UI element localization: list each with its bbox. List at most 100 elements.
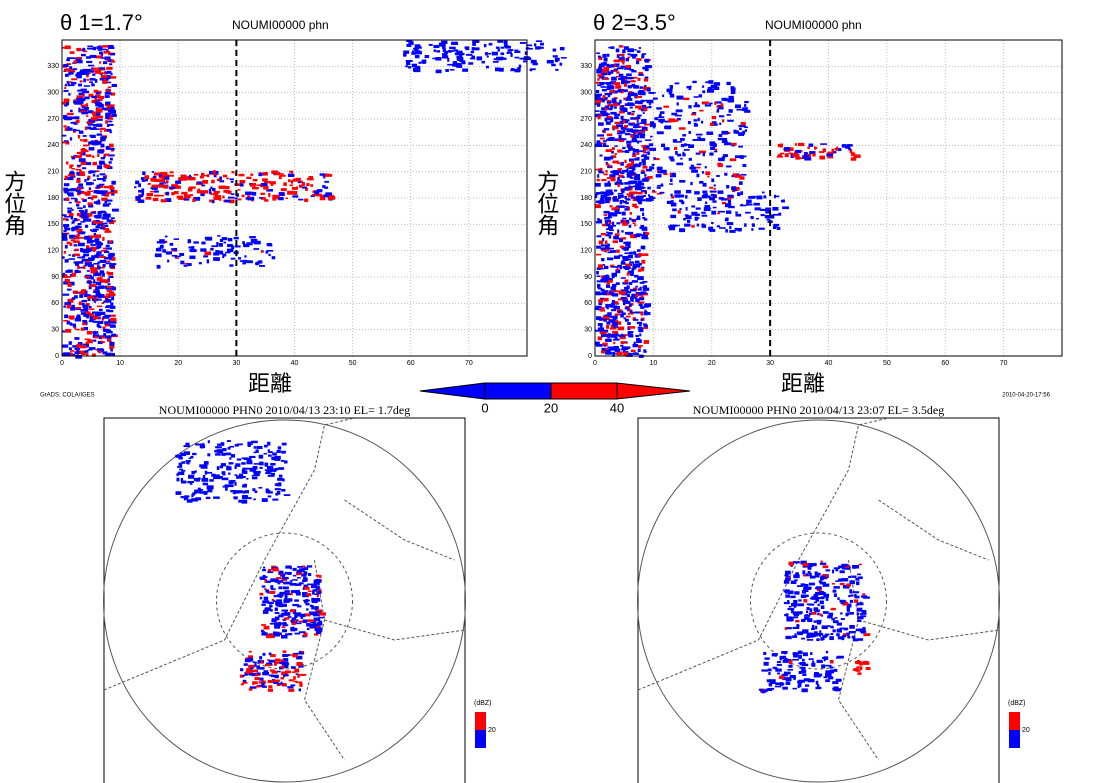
echo — [90, 235, 95, 237]
echo — [107, 286, 111, 288]
echo — [604, 173, 608, 175]
echo — [275, 488, 281, 490]
echo — [722, 119, 724, 122]
echo — [180, 261, 184, 265]
echo — [311, 585, 317, 588]
echo — [802, 659, 805, 662]
echo — [313, 614, 320, 617]
echo — [281, 682, 283, 684]
echo — [631, 197, 636, 199]
echo — [838, 566, 845, 569]
echo — [703, 193, 708, 197]
echo — [614, 190, 617, 192]
echo — [650, 197, 655, 199]
echo — [621, 60, 625, 63]
echo — [624, 287, 630, 289]
echo — [658, 171, 661, 173]
echo — [234, 491, 240, 494]
echo — [799, 651, 802, 653]
echo — [85, 225, 88, 228]
echo — [630, 54, 637, 57]
echo — [86, 154, 92, 157]
echo — [436, 70, 442, 74]
x-axis-label: 距離 — [248, 371, 292, 396]
echo — [276, 577, 281, 579]
echo — [201, 173, 204, 176]
echo — [685, 215, 691, 219]
echo — [278, 614, 283, 617]
legend-tick: 20 — [488, 727, 496, 734]
echo — [596, 254, 601, 256]
echo — [256, 665, 260, 669]
echo — [64, 87, 66, 89]
echo — [862, 610, 867, 614]
echo — [81, 231, 86, 233]
echo — [138, 183, 141, 187]
echo — [604, 345, 606, 347]
echo — [508, 49, 514, 51]
echo — [148, 183, 151, 185]
echo — [644, 340, 649, 344]
echo — [260, 593, 264, 596]
echo — [637, 120, 639, 122]
echo — [624, 160, 626, 163]
echo — [235, 444, 239, 446]
echo — [285, 633, 291, 635]
echo — [274, 663, 277, 666]
echo — [759, 689, 763, 691]
echo — [213, 257, 220, 261]
echo — [272, 256, 276, 259]
echo — [802, 570, 805, 574]
echo — [281, 677, 284, 679]
legend-swatch — [1009, 712, 1020, 730]
echo — [617, 209, 619, 213]
echo — [96, 220, 100, 222]
echo — [602, 171, 604, 173]
echo — [102, 273, 105, 277]
echo — [669, 227, 675, 230]
echo — [615, 306, 620, 309]
echo — [780, 153, 784, 155]
echo — [633, 222, 636, 224]
echo — [273, 600, 276, 602]
echo — [637, 115, 642, 117]
echo — [677, 102, 679, 105]
echo — [74, 244, 78, 246]
echo — [275, 612, 280, 614]
echo — [96, 201, 100, 205]
echo — [641, 291, 647, 294]
echo — [813, 620, 816, 622]
echo — [451, 42, 458, 45]
echo — [777, 664, 782, 666]
theta-label: θ 1=1.7° — [60, 10, 143, 35]
echo — [601, 334, 603, 337]
echo — [613, 342, 615, 344]
echo — [649, 143, 653, 146]
echo — [672, 208, 677, 211]
echo — [786, 613, 789, 616]
echo — [267, 250, 273, 252]
echo — [308, 619, 315, 622]
echo — [142, 180, 145, 182]
echo — [726, 165, 732, 167]
echo — [433, 45, 439, 48]
echo — [680, 138, 685, 141]
echo — [755, 207, 761, 210]
echo — [292, 195, 298, 197]
echo — [600, 138, 605, 140]
echo — [799, 667, 802, 669]
echo — [812, 153, 815, 156]
echo — [105, 175, 107, 177]
echo — [229, 264, 233, 266]
x-tick-label: 0 — [60, 360, 64, 367]
echo — [805, 684, 809, 686]
echo — [642, 178, 649, 181]
echo — [709, 187, 713, 189]
echo — [76, 234, 80, 236]
echo — [662, 94, 664, 97]
echo — [830, 626, 834, 628]
echo — [181, 192, 187, 195]
echo — [751, 196, 756, 198]
echo — [787, 669, 793, 671]
echo — [628, 185, 630, 189]
